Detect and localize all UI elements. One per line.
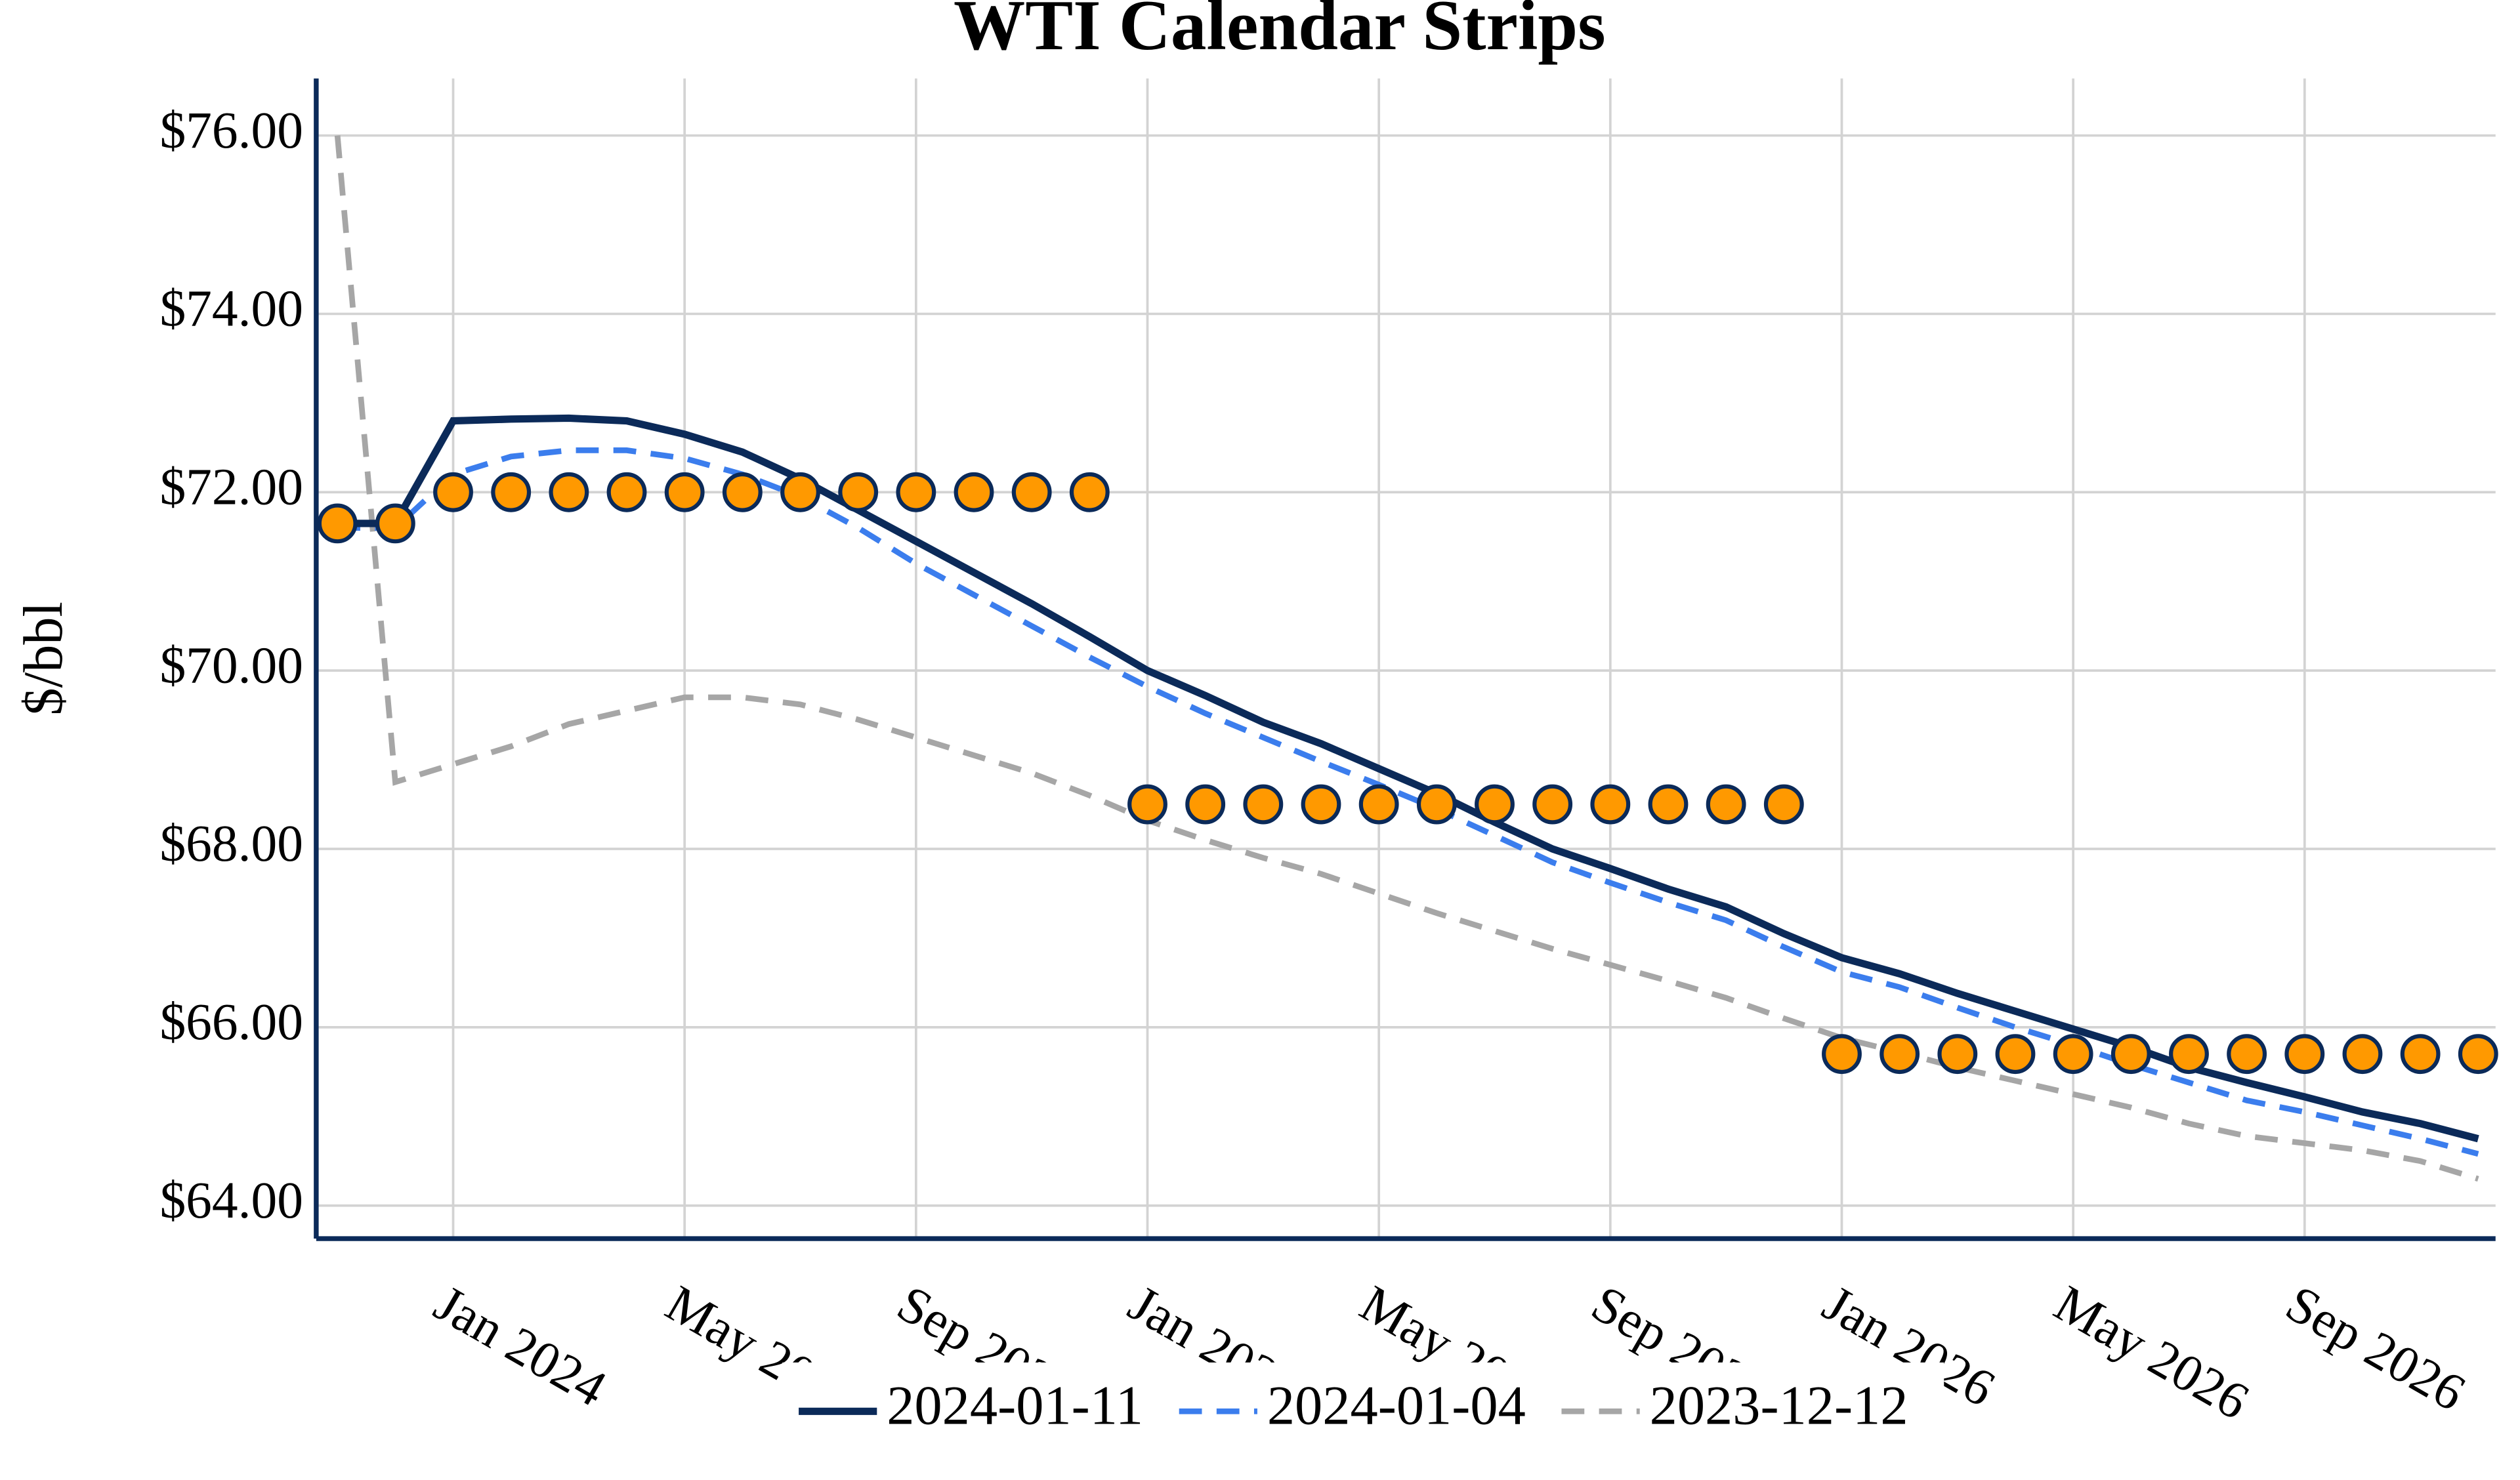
series-line — [337, 447, 2479, 1157]
strip-marker — [1880, 1034, 1920, 1075]
y-tick-label: $76.00 — [159, 102, 303, 159]
strip-marker — [317, 503, 358, 544]
strip-marker — [2342, 1034, 2383, 1075]
strip-marker — [2227, 1034, 2267, 1075]
strip-marker — [549, 472, 589, 512]
y-axis-label: $/bbl — [13, 602, 74, 716]
x-tick-label: Sep 2026 — [2277, 1275, 2475, 1422]
x-tick-label: Jan 2024 — [425, 1275, 616, 1418]
y-tick-label: $66.00 — [159, 993, 303, 1051]
strip-marker — [838, 472, 879, 512]
series-line — [337, 414, 2479, 1143]
strip-marker — [1358, 784, 1399, 825]
strip-marker — [375, 503, 415, 544]
chart-title: WTI Calendar Strips — [954, 0, 1606, 65]
strip-marker — [780, 472, 820, 512]
strip-marker — [1475, 784, 1515, 825]
strip-marker — [1822, 1034, 1862, 1075]
legend-background — [782, 1362, 1944, 1460]
strip-marker — [1590, 784, 1631, 825]
strip-marker — [1243, 784, 1284, 825]
strip-marker — [1069, 472, 1110, 512]
strip-marker — [2169, 1034, 2209, 1075]
strip-marker — [1127, 784, 1167, 825]
strip-marker — [1416, 784, 1457, 825]
x-tick-label: May 2026 — [2045, 1275, 2258, 1431]
strip-marker — [2400, 1034, 2441, 1075]
strip-marker — [1706, 784, 1746, 825]
strip-marker — [2053, 1034, 2093, 1075]
strip-marker — [1532, 784, 1573, 825]
strip-marker — [1995, 1034, 2036, 1075]
y-tick-label: $74.00 — [159, 280, 303, 338]
y-tick-label: $70.00 — [159, 636, 303, 694]
legend: 2024-01-11 2024-01-04 2023-12-12 — [782, 1362, 1944, 1460]
legend-label: 2024-01-11 — [887, 1376, 1143, 1437]
y-tick-label: $72.00 — [159, 459, 303, 516]
strip-marker — [1937, 1034, 1978, 1075]
y-tick-label: $64.00 — [159, 1172, 303, 1229]
strip-marker — [1763, 784, 1804, 825]
strip-marker — [2284, 1034, 2325, 1075]
strip-marker — [1648, 784, 1689, 825]
strip-marker — [1011, 472, 1052, 512]
legend-label: 2023-12-12 — [1650, 1376, 1908, 1437]
strip-marker — [722, 472, 763, 512]
strip-marker — [1185, 784, 1226, 825]
strip-marker — [896, 472, 936, 512]
strip-marker — [2458, 1034, 2498, 1075]
strip-marker — [1301, 784, 1341, 825]
y-tick-label: $68.00 — [159, 815, 303, 873]
strip-marker — [954, 472, 994, 512]
strip-marker — [433, 472, 473, 512]
series-line — [334, 135, 2479, 1182]
strip-marker — [2110, 1034, 2151, 1075]
strip-marker — [664, 472, 705, 512]
strip-marker — [606, 472, 647, 512]
legend-label: 2024-01-04 — [1267, 1376, 1526, 1437]
strip-marker — [491, 472, 532, 512]
